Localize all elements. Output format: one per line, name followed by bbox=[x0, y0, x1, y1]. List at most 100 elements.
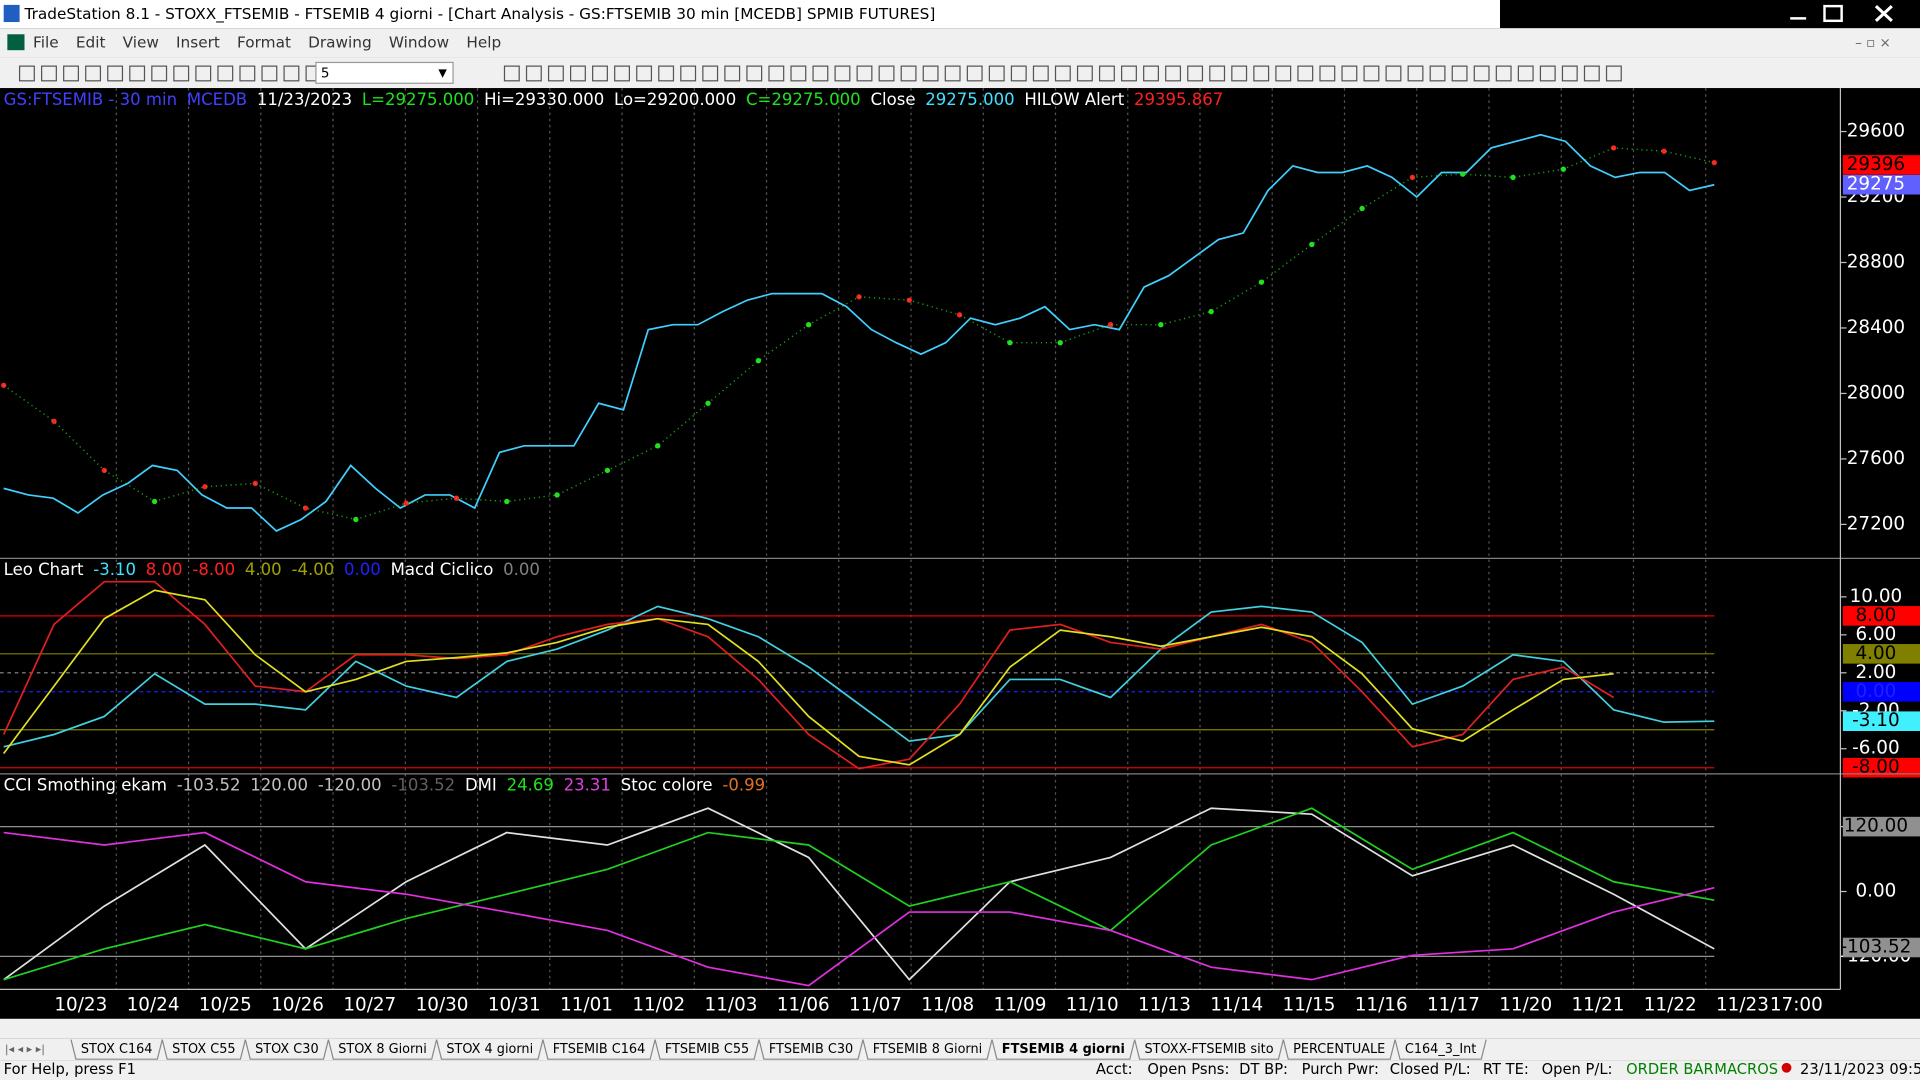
toolbar-icon[interactable] bbox=[1539, 65, 1556, 82]
toolbar-icon[interactable] bbox=[503, 65, 520, 82]
toolbar-icon[interactable] bbox=[1275, 65, 1292, 82]
panel-legend: Lo=29200.000 bbox=[614, 90, 736, 109]
tab[interactable]: STOX C164 bbox=[81, 1042, 153, 1057]
toolbar-icon[interactable] bbox=[1517, 65, 1534, 82]
restore-button[interactable] bbox=[1823, 4, 1843, 23]
toolbar-icon[interactable] bbox=[658, 65, 675, 82]
toolbar-icon[interactable] bbox=[1495, 65, 1512, 82]
tab-nav[interactable]: |◂ ◂ ▸ ▸| bbox=[5, 1042, 45, 1055]
toolbar-icon[interactable] bbox=[151, 65, 168, 82]
scrollbar[interactable] bbox=[0, 1018, 1920, 1039]
toolbar-icon[interactable] bbox=[680, 65, 697, 82]
order-bar[interactable]: ORDER BAR bbox=[1626, 1061, 1714, 1078]
tab[interactable]: FTSEMIB 8 Giorni bbox=[873, 1042, 982, 1057]
y-tick-label: 28800 bbox=[1847, 251, 1905, 272]
toolbar-icon[interactable] bbox=[988, 65, 1005, 82]
toolbar-icon[interactable] bbox=[547, 65, 564, 82]
toolbar-icon[interactable] bbox=[41, 65, 57, 82]
toolbar-icon[interactable] bbox=[1363, 65, 1380, 82]
toolbar-icon[interactable] bbox=[878, 65, 895, 82]
toolbar-icon[interactable] bbox=[1209, 65, 1226, 82]
toolbar-icon[interactable] bbox=[195, 65, 212, 82]
toolbar-icon[interactable] bbox=[1561, 65, 1578, 82]
minimize-button[interactable] bbox=[1781, 2, 1816, 26]
average-point bbox=[1711, 159, 1717, 166]
toolbar-icon[interactable] bbox=[592, 65, 608, 82]
toolbar-icon[interactable] bbox=[768, 65, 785, 82]
toolbar-icon[interactable] bbox=[724, 65, 741, 82]
toolbar-icon[interactable] bbox=[1407, 65, 1424, 82]
tab[interactable]: STOX 8 Giorni bbox=[338, 1042, 427, 1057]
toolbar-icon[interactable] bbox=[1054, 65, 1071, 82]
tab[interactable]: STOX C55 bbox=[172, 1042, 235, 1057]
menu-item[interactable]: Window bbox=[389, 33, 449, 51]
menu-item[interactable]: Format bbox=[237, 33, 291, 51]
toolbar-icon[interactable] bbox=[18, 65, 35, 82]
toolbar-icon[interactable] bbox=[1605, 65, 1622, 82]
menu-item[interactable]: Help bbox=[466, 33, 501, 51]
toolbar-icon[interactable] bbox=[217, 65, 234, 82]
toolbar-icon[interactable] bbox=[636, 65, 653, 82]
x-tick-label: 10/24 bbox=[127, 994, 180, 1015]
tab[interactable]: C164_3_Int bbox=[1405, 1042, 1476, 1057]
toolbar-icon[interactable] bbox=[1297, 65, 1314, 82]
close-button[interactable] bbox=[1874, 4, 1893, 22]
interval-combo[interactable] bbox=[315, 61, 454, 84]
toolbar-icon[interactable] bbox=[746, 65, 763, 82]
toolbar-icon[interactable] bbox=[1253, 65, 1270, 82]
menu-item[interactable]: File bbox=[33, 33, 59, 51]
tab[interactable]: FTSEMIB 4 giorni bbox=[1002, 1042, 1125, 1057]
toolbar-icon[interactable] bbox=[570, 65, 586, 82]
toolbar-icon[interactable] bbox=[790, 65, 807, 82]
toolbar-icon[interactable] bbox=[1429, 65, 1446, 82]
toolbar-icon[interactable] bbox=[63, 65, 79, 82]
average-point bbox=[856, 294, 862, 300]
toolbar-icon[interactable] bbox=[85, 65, 102, 82]
toolbar-icon[interactable] bbox=[900, 65, 917, 82]
menu-item[interactable]: Insert bbox=[176, 33, 220, 51]
menu-item[interactable]: Edit bbox=[76, 33, 106, 51]
toolbar-icon[interactable] bbox=[283, 65, 300, 82]
toolbar-icon[interactable] bbox=[1010, 65, 1027, 82]
tab[interactable]: FTSEMIB C30 bbox=[769, 1042, 853, 1057]
toolbar-icon[interactable] bbox=[1076, 65, 1093, 82]
toolbar-icon[interactable] bbox=[812, 65, 829, 82]
x-tick-label: 11/20 bbox=[1499, 994, 1552, 1015]
toolbar-icon[interactable] bbox=[1341, 65, 1358, 82]
toolbar-icon[interactable] bbox=[702, 65, 719, 82]
toolbar-icon[interactable] bbox=[1165, 65, 1182, 82]
menu-item[interactable]: View bbox=[123, 33, 159, 51]
toolbar-icon[interactable] bbox=[173, 65, 190, 82]
toolbar-icon[interactable] bbox=[1098, 65, 1115, 82]
toolbar-icon[interactable] bbox=[944, 65, 961, 82]
toolbar-icon[interactable] bbox=[922, 65, 939, 82]
tab[interactable]: FTSEMIB C55 bbox=[665, 1042, 749, 1057]
toolbar-icon[interactable] bbox=[1319, 65, 1336, 82]
menu-item[interactable]: Drawing bbox=[308, 33, 372, 51]
macros[interactable]: MACROS bbox=[1714, 1061, 1778, 1078]
toolbar-icon[interactable] bbox=[129, 65, 146, 82]
toolbar-icon[interactable] bbox=[1187, 65, 1204, 82]
toolbar-icon[interactable] bbox=[1121, 65, 1137, 82]
toolbar-icon[interactable] bbox=[107, 65, 124, 82]
toolbar-icon[interactable] bbox=[1385, 65, 1402, 82]
tab[interactable]: STOXX-FTSEMIB sito bbox=[1144, 1042, 1273, 1057]
toolbar-icon[interactable] bbox=[239, 65, 256, 82]
toolbar-icon[interactable] bbox=[834, 65, 851, 82]
toolbar-icon[interactable] bbox=[966, 65, 983, 82]
toolbar-icon[interactable] bbox=[1032, 65, 1049, 82]
toolbar-icon[interactable] bbox=[1143, 65, 1159, 82]
toolbar-icon[interactable] bbox=[525, 65, 542, 82]
toolbar-icon[interactable] bbox=[856, 65, 873, 82]
toolbar-icon[interactable] bbox=[1583, 65, 1600, 82]
toolbar-icon[interactable] bbox=[614, 65, 630, 82]
toolbar-icon[interactable] bbox=[1231, 65, 1248, 82]
tab[interactable]: STOX 4 giorni bbox=[446, 1042, 533, 1057]
tab[interactable]: FTSEMIB C164 bbox=[553, 1042, 646, 1057]
toolbar-icon[interactable] bbox=[261, 65, 278, 82]
toolbar-icon[interactable] bbox=[1451, 65, 1468, 82]
tab[interactable]: PERCENTUALE bbox=[1293, 1042, 1385, 1057]
mdi-buttons[interactable]: – ▫ × bbox=[1855, 36, 1891, 51]
toolbar-icon[interactable] bbox=[1473, 65, 1490, 82]
tab[interactable]: STOX C30 bbox=[255, 1042, 318, 1057]
